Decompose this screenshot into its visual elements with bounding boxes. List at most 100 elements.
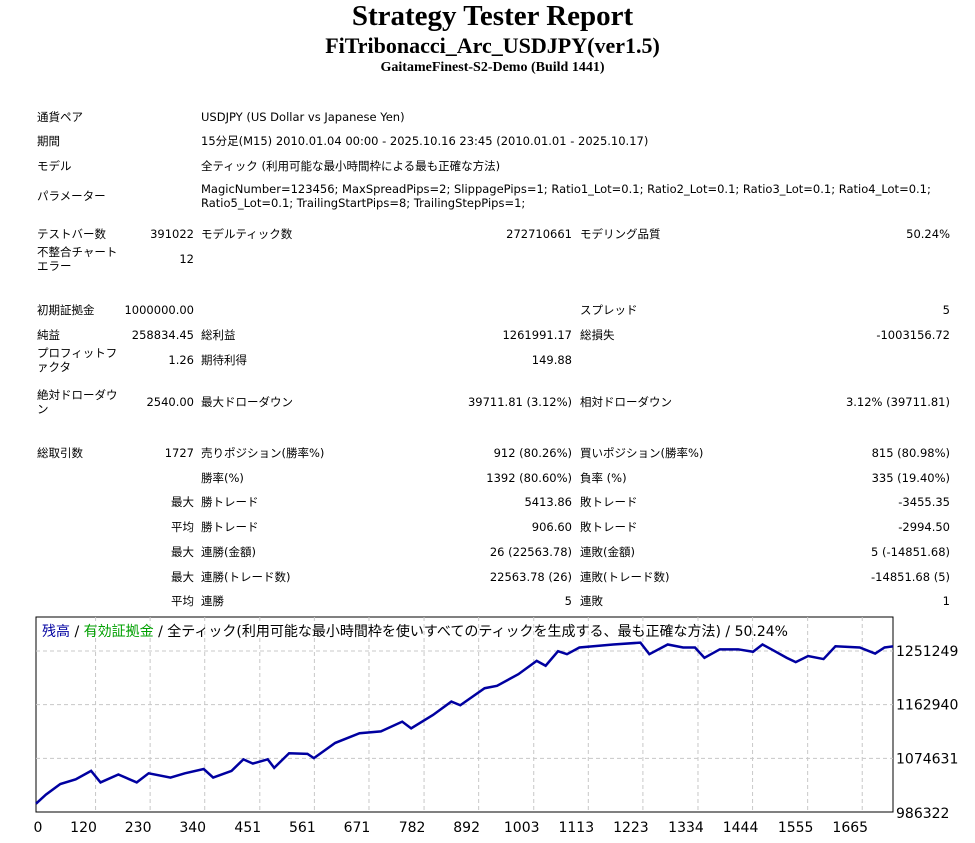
- plot-frame: [35, 616, 894, 813]
- x-tick-label: 1665: [832, 820, 868, 836]
- stat-value: 最大: [171, 570, 194, 584]
- stat-value: 912 (80.26%): [493, 446, 572, 460]
- server-build: GaitameFinest-S2-Demo (Build 1441): [380, 60, 605, 75]
- model-value: 全ティック (利用可能な最小時間枠による最も正確な方法): [201, 159, 501, 173]
- stat-label: 連勝(金額): [201, 545, 256, 559]
- stat-value: 5: [942, 303, 950, 317]
- stat-label: 敗トレード: [580, 495, 638, 509]
- stat-value: 335 (19.40%): [871, 471, 950, 485]
- stat-label: 連敗(金額): [580, 545, 635, 559]
- stat-label: 総取引数: [37, 446, 83, 460]
- stat-value: 1.26: [168, 353, 194, 367]
- symbol-value: USDJPY (US Dollar vs Japanese Yen): [201, 110, 405, 124]
- legend-sep: /: [721, 624, 735, 640]
- legend-equity: 有効証拠金: [84, 624, 154, 640]
- stat-label: 連勝: [201, 594, 224, 608]
- stat-label: モデルティック数: [201, 227, 293, 241]
- stat-value: 26 (22563.78): [489, 545, 572, 559]
- stat-label: 期待利得: [201, 353, 247, 367]
- x-tick-label: 340: [179, 820, 206, 836]
- stat-value: 50.24%: [906, 227, 950, 241]
- legend-sep: /: [70, 624, 84, 640]
- stat-label: 敗トレード: [580, 520, 638, 534]
- stat-value: 2540.00: [146, 395, 194, 409]
- stat-value: 5: [564, 594, 572, 608]
- stat-value: 1727: [164, 446, 194, 460]
- legend-sep: /: [154, 624, 168, 640]
- stat-value: 平均: [171, 520, 194, 534]
- stat-value: 最大: [171, 545, 194, 559]
- x-tick-label: 1003: [504, 820, 540, 836]
- stat-label: 勝率(%): [201, 471, 244, 485]
- expert-name: FiTribonacci_Arc_USDJPY(ver1.5): [325, 33, 660, 58]
- stat-label: 負率 (%): [580, 471, 627, 485]
- x-tick-label: 230: [125, 820, 152, 836]
- stat-value: 1000000.00: [124, 303, 194, 317]
- x-tick-label: 1113: [558, 820, 594, 836]
- stat-value: 39711.81 (3.12%): [467, 395, 572, 409]
- x-tick-label: 892: [453, 820, 480, 836]
- stat-value: 平均: [171, 594, 194, 608]
- stat-value: 1392 (80.60%): [486, 471, 572, 485]
- stat-label: 初期証拠金: [37, 303, 95, 317]
- stat-value: -14851.68 (5): [871, 570, 950, 584]
- x-tick-label: 1444: [723, 820, 759, 836]
- y-tick-label: 1074631: [896, 751, 958, 767]
- stat-label: 総利益: [201, 328, 236, 342]
- x-tick-label: 1334: [668, 820, 704, 836]
- stat-label: 総損失: [580, 328, 615, 342]
- x-tick-label: 0: [34, 820, 43, 836]
- x-tick-label: 671: [344, 820, 371, 836]
- stat-label: 不整合チャート エラー: [37, 245, 118, 273]
- stat-value: -2994.50: [898, 520, 950, 534]
- stat-label: モデリング品質: [580, 227, 661, 241]
- stat-value: 5 (-14851.68): [871, 545, 950, 559]
- period-value: 15分足(M15) 2010.01.04 00:00 - 2025.10.16 …: [201, 134, 649, 148]
- period-label: 期間: [37, 134, 60, 148]
- params-line2: Ratio5_Lot=0.1; TrailingStartPips=8; Tra…: [201, 196, 526, 210]
- balance-chart: 0 120 230 340 451 561 671 782 892 1003 1113 1223 133…: [34, 616, 958, 836]
- y-tick-label: 1251249: [896, 644, 958, 660]
- x-tick-label: 1223: [613, 820, 649, 836]
- stat-label: 連敗(トレード数): [580, 570, 670, 584]
- stat-value: 1261991.17: [502, 328, 572, 342]
- stat-label: プロフィットフ ァクタ: [37, 346, 118, 374]
- symbol-label: 通貨ペア: [37, 110, 83, 124]
- stat-label: 勝トレード: [201, 495, 259, 509]
- stat-label: 連勝(トレード数): [201, 570, 291, 584]
- x-tick-label: 451: [234, 820, 261, 836]
- x-tick-label: 120: [70, 820, 97, 836]
- stat-value: 149.88: [531, 353, 572, 367]
- stat-value: 最大: [171, 495, 194, 509]
- stat-label: 連敗: [580, 594, 603, 608]
- report-title: Strategy Tester Report: [351, 0, 634, 32]
- legend-quality: 50.24%: [735, 624, 788, 640]
- balance-line: [35, 641, 894, 805]
- stat-label: 絶対ドローダウ ン: [37, 388, 118, 416]
- stat-label: 純益: [37, 328, 60, 342]
- stat-value: -1003156.72: [876, 328, 950, 342]
- stat-label: スプレッド: [580, 303, 638, 317]
- params-line1: MagicNumber=123456; MaxSpreadPips=2; Sli…: [201, 182, 931, 196]
- stat-value: 906.60: [531, 520, 572, 534]
- stat-label: 買いポジション(勝率%): [580, 446, 704, 460]
- x-tick-label: 782: [399, 820, 426, 836]
- legend-model: 全ティック(利用可能な最小時間枠を使いすべてのティックを生成する、最も正確な方法…: [167, 623, 721, 640]
- stat-value: 258834.45: [131, 328, 194, 342]
- chart-legend: 残高 / 有効証拠金 / 全ティック(利用可能な最小時間枠を使いすべてのティック…: [42, 623, 788, 640]
- stat-label: 最大ドローダウン: [201, 395, 293, 409]
- stat-value: 5413.86: [524, 495, 572, 509]
- stat-label: 相対ドローダウン: [580, 395, 672, 409]
- stat-value: 1: [942, 594, 950, 608]
- stat-value: 815 (80.98%): [871, 446, 950, 460]
- stat-label: テストバー数: [37, 227, 106, 241]
- x-tick-label: 561: [289, 820, 316, 836]
- model-label: モデル: [37, 159, 72, 173]
- stat-value: 12: [179, 252, 194, 266]
- y-tick-label: 986322: [896, 806, 949, 822]
- legend-balance: 残高: [42, 623, 70, 640]
- stat-value: 22563.78 (26): [489, 570, 572, 584]
- stat-value: 272710661: [506, 227, 572, 241]
- stat-value: 391022: [150, 227, 194, 241]
- stat-label: 勝トレード: [201, 520, 259, 534]
